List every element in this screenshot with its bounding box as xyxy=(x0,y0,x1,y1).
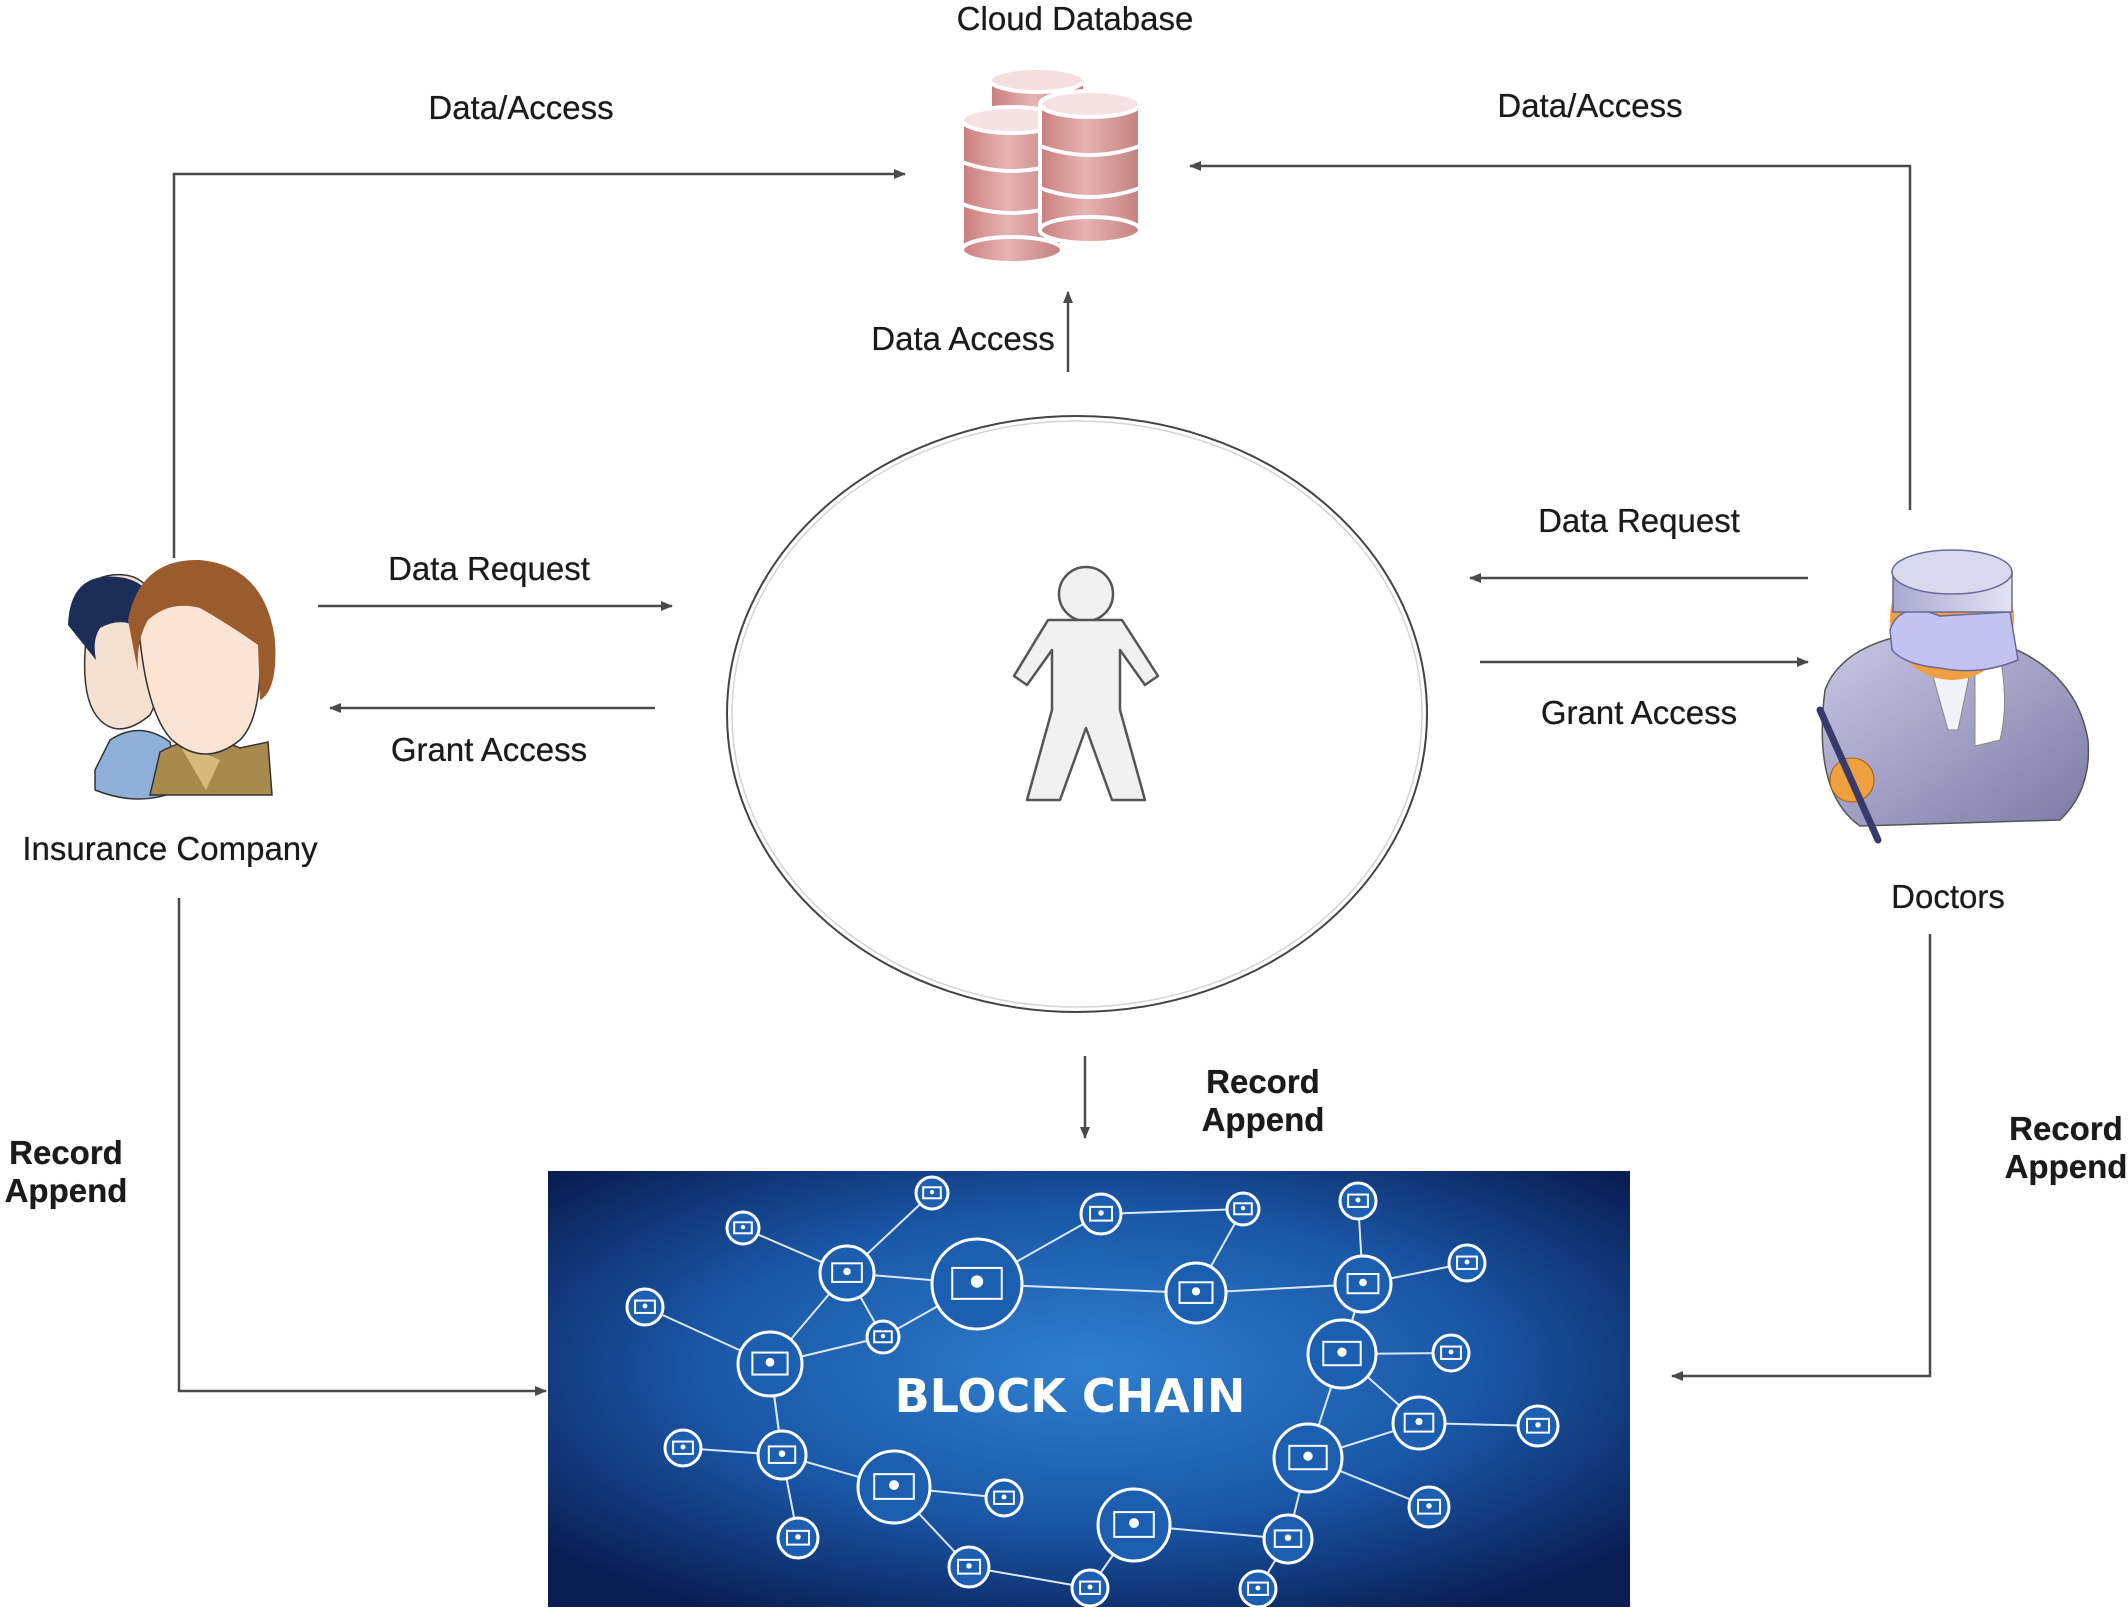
person-icon xyxy=(1012,565,1160,802)
network-node xyxy=(947,1545,991,1589)
insurance-company-icon xyxy=(68,559,276,800)
arrow-insurance-to-cloud xyxy=(172,169,906,558)
network-node xyxy=(1391,1395,1447,1451)
doctors-record-append-label: Record Append xyxy=(2005,1110,2128,1186)
network-node xyxy=(1272,1422,1344,1494)
network-node xyxy=(1096,1487,1172,1563)
network-node xyxy=(756,1429,808,1481)
network-node xyxy=(1225,1191,1261,1227)
doctors-record-append-line1: Record xyxy=(2009,1110,2123,1147)
patient-record-append-label: Record Append xyxy=(1202,1063,1325,1139)
doctors-to-cloud-label: Data/Access xyxy=(1497,87,1683,124)
network-node xyxy=(1333,1254,1393,1314)
network-node xyxy=(1431,1333,1471,1373)
blockchain-title: BLOCK CHAIN xyxy=(895,1369,1246,1423)
network-node xyxy=(1306,1318,1378,1390)
network-link xyxy=(1100,1208,1244,1215)
patient-record-append-line2: Append xyxy=(1201,1101,1325,1138)
insurance-record-append-label: Record Append xyxy=(5,1134,128,1210)
network-node xyxy=(625,1287,665,1327)
network-node xyxy=(776,1516,820,1560)
network-node xyxy=(1238,1569,1278,1609)
insurance-company-label: Insurance Company xyxy=(22,830,318,867)
insurance-data-request-label: Data Request xyxy=(388,550,590,587)
network-node xyxy=(1516,1404,1560,1448)
network-node xyxy=(856,1449,932,1525)
network-node xyxy=(1262,1513,1314,1565)
network-node xyxy=(818,1244,876,1302)
insurance-record-append-line2: Append xyxy=(4,1172,128,1209)
blockchain-network xyxy=(625,1175,1560,1609)
doctors-data-request-label: Data Request xyxy=(1538,502,1740,539)
network-node xyxy=(1338,1181,1378,1221)
cloud-database-icon xyxy=(960,66,1142,265)
blockchain-panel: BLOCK CHAIN xyxy=(548,1171,1630,1609)
doctors-grant-access-label: Grant Access xyxy=(1540,694,1738,731)
network-node xyxy=(725,1210,761,1246)
insurance-to-cloud-label: Data/Access xyxy=(428,89,614,126)
patient-record-append-line1: Record xyxy=(1206,1063,1320,1100)
connectors xyxy=(172,161,1932,1396)
doctor-icon xyxy=(1816,549,2090,844)
network-node xyxy=(914,1175,950,1211)
doctors-label: Doctors xyxy=(1891,878,2005,915)
arrow-insurance-record-append xyxy=(177,898,547,1396)
network-node xyxy=(1447,1243,1487,1283)
insurance-grant-access-label: Grant Access xyxy=(390,731,588,768)
arrow-doctors-record-append xyxy=(1671,934,1932,1381)
network-node xyxy=(930,1237,1024,1331)
network-node xyxy=(1079,1192,1123,1236)
cloud-database-label: Cloud Database xyxy=(956,0,1194,37)
insurance-record-append-line1: Record xyxy=(9,1134,123,1171)
network-node xyxy=(1407,1485,1451,1529)
doctors-record-append-line2: Append xyxy=(2004,1148,2128,1185)
network-node xyxy=(1164,1261,1228,1325)
arrow-doctors-to-cloud xyxy=(1189,161,1912,510)
network-node xyxy=(1070,1568,1110,1608)
network-node xyxy=(984,1478,1024,1518)
network-node xyxy=(736,1330,804,1398)
network-node xyxy=(663,1428,703,1468)
network-node xyxy=(865,1319,901,1355)
patient-to-cloud-label: Data Access xyxy=(871,320,1055,357)
